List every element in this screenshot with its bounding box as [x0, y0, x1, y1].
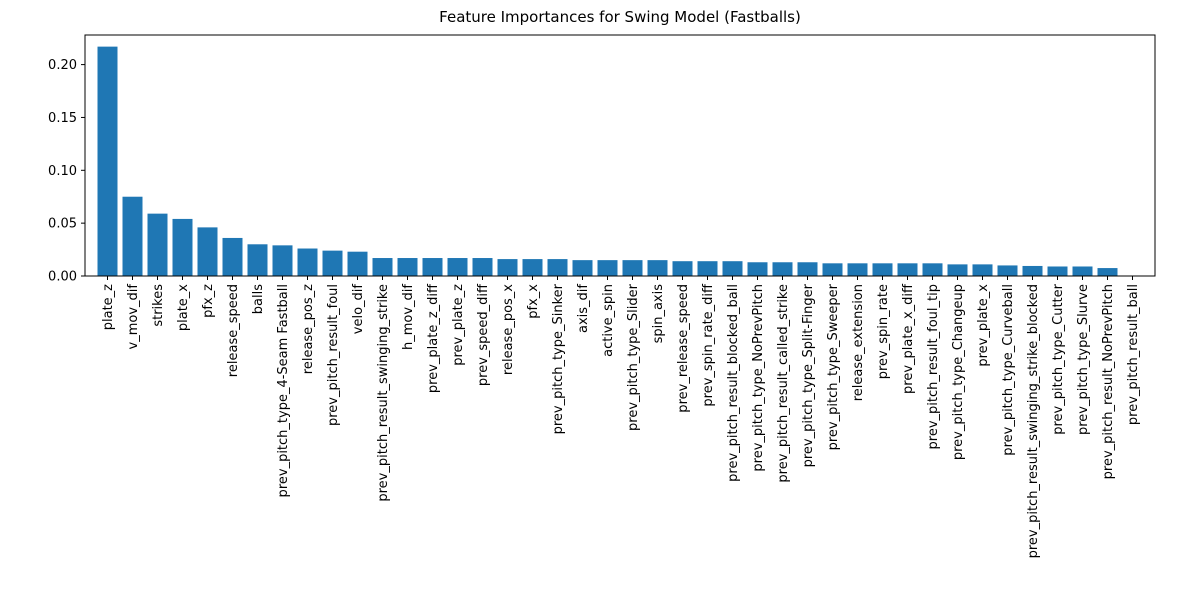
x-tick-label: prev_spin_rate_diff: [701, 283, 716, 407]
x-tick-label: prev_pitch_result_foul_tip: [926, 284, 941, 449]
x-tick-label: velo_dif: [351, 284, 366, 335]
x-tick-label: prev_pitch_type_Slurve: [1076, 284, 1091, 435]
x-tick-label: prev_pitch_type_Curveball: [1001, 284, 1016, 456]
x-tick-label: prev_speed_diff: [476, 283, 491, 386]
bar-prev_pitch_type_Split-Finger: [797, 262, 818, 276]
x-tick-label: v_mov_dif: [126, 284, 141, 350]
bar-prev_pitch_type_Sweeper: [822, 263, 843, 276]
x-tick-label: prev_pitch_type_Sinker: [551, 283, 566, 434]
x-tick-label: prev_plate_z_diff: [426, 283, 441, 393]
bar-pfx_x: [522, 259, 543, 276]
x-tick-label: release_speed: [226, 284, 241, 377]
x-tick-label: strikes: [151, 284, 166, 327]
bar-prev_plate_z_diff: [422, 258, 443, 276]
x-tick-label: release_pos_z: [301, 284, 316, 374]
bar-h_mov_dif: [397, 258, 418, 276]
bar-balls: [247, 244, 268, 276]
bar-prev_pitch_type_Changeup: [947, 264, 968, 276]
x-tick-label: prev_release_speed: [676, 284, 691, 413]
bar-prev_pitch_result_called_strike: [772, 262, 793, 276]
bar-spin_axis: [647, 260, 668, 276]
x-tick-label: prev_pitch_type_Split-Finger: [801, 283, 816, 467]
y-tick-label: 0.20: [48, 58, 77, 73]
bar-prev_release_speed: [672, 261, 693, 276]
y-tick-label: 0.00: [48, 270, 77, 285]
x-tick-label: prev_pitch_result_NoPrevPitch: [1101, 284, 1116, 479]
bars-layer: [97, 46, 1143, 276]
x-tick-label: prev_pitch_type_Changeup: [951, 284, 966, 460]
x-tick-label: prev_pitch_type_Slider: [626, 283, 641, 431]
x-tick-label: prev_plate_x_diff: [901, 283, 916, 394]
y-tick-label: 0.10: [48, 164, 77, 179]
x-tick-label: prev_plate_z: [451, 284, 466, 366]
bar-prev_plate_x: [972, 264, 993, 276]
x-tick-label: h_mov_dif: [401, 284, 416, 350]
bar-prev_pitch_type_Slurve: [1072, 266, 1093, 276]
bar-release_speed: [222, 237, 243, 276]
bar-prev_spin_rate: [872, 263, 893, 276]
bar-prev_pitch_result_foul_tip: [922, 263, 943, 276]
x-tick-label: release_pos_x: [501, 284, 516, 375]
x-tick-label: spin_axis: [651, 284, 666, 344]
x-tick-label: plate_z: [101, 284, 116, 330]
x-tick-label: pfx_z: [201, 284, 216, 318]
x-tick-label: prev_pitch_result_ball: [1126, 284, 1141, 425]
bar-prev_pitch_type_Cutter: [1047, 266, 1068, 276]
x-tick-label: prev_pitch_result_called_strike: [776, 284, 791, 483]
bar-prev_plate_x_diff: [897, 263, 918, 276]
x-tick-label: prev_plate_x: [976, 284, 991, 367]
bar-prev_pitch_result_foul: [322, 250, 343, 276]
bar-axis_dif: [572, 260, 593, 276]
bar-v_mov_dif: [122, 196, 143, 276]
bar-prev_pitch_type_NoPrevPitch: [747, 262, 768, 276]
bar-plate_x: [172, 218, 193, 276]
x-tick-label: prev_pitch_type_4-Seam Fastball: [276, 284, 291, 497]
bar-prev_pitch_result_NoPrevPitch: [1097, 268, 1118, 276]
bar-release_extension: [847, 263, 868, 276]
bar-strikes: [147, 213, 168, 276]
x-tick-label: active_spin: [601, 284, 616, 357]
y-axis: 0.00 0.05 0.10 0.15 0.20: [48, 58, 85, 285]
x-tick-label: plate_x: [176, 284, 191, 331]
bar-prev_pitch_result_swinging_strike: [372, 258, 393, 276]
x-axis: plate_z v_mov_dif strikes plate_x pfx_z relea…: [101, 276, 1141, 558]
x-tick-label: prev_pitch_type_Cutter: [1051, 283, 1066, 434]
bar-prev_pitch_type_Sinker: [547, 259, 568, 276]
y-tick-label: 0.05: [48, 217, 77, 232]
x-tick-label: prev_pitch_type_Sweeper: [826, 283, 841, 450]
bar-prev_pitch_type_Slider: [622, 260, 643, 276]
bar-prev_pitch_result_blocked_ball: [722, 261, 743, 276]
bar-plate_z: [97, 46, 118, 276]
y-tick-label: 0.15: [48, 111, 77, 126]
x-tick-label: pfx_x: [526, 284, 541, 319]
bar-prev_pitch_result_swinging_strike_blocked: [1022, 265, 1043, 276]
x-tick-label: axis_dif: [576, 284, 591, 333]
x-tick-label: prev_spin_rate: [876, 284, 891, 379]
bar-pfx_z: [197, 227, 218, 276]
x-tick-label: prev_pitch_result_foul: [326, 284, 341, 426]
x-tick-label: balls: [251, 284, 266, 314]
bar-velo_dif: [347, 251, 368, 276]
x-tick-label: prev_pitch_result_swinging_strike: [376, 284, 391, 502]
bar-release_pos_x: [497, 259, 518, 276]
x-tick-label: prev_pitch_type_NoPrevPitch: [751, 284, 766, 472]
x-tick-label: release_extension: [851, 284, 866, 401]
bar-prev_spin_rate_diff: [697, 261, 718, 276]
plot-frame: [84, 34, 1156, 277]
bar-prev_plate_z: [447, 258, 468, 276]
chart-title: Feature Importances for Swing Model (Fas…: [439, 8, 801, 26]
bar-release_pos_z: [297, 248, 318, 276]
bar-prev_pitch_type_Curveball: [997, 265, 1018, 276]
bar-active_spin: [597, 260, 618, 276]
bar-prev_speed_diff: [472, 258, 493, 276]
bar-prev_pitch_type_4-Seam Fastball: [272, 245, 293, 276]
x-tick-label: prev_pitch_result_swinging_strike_blocke…: [1026, 284, 1041, 558]
x-tick-label: prev_pitch_result_blocked_ball: [726, 284, 741, 482]
